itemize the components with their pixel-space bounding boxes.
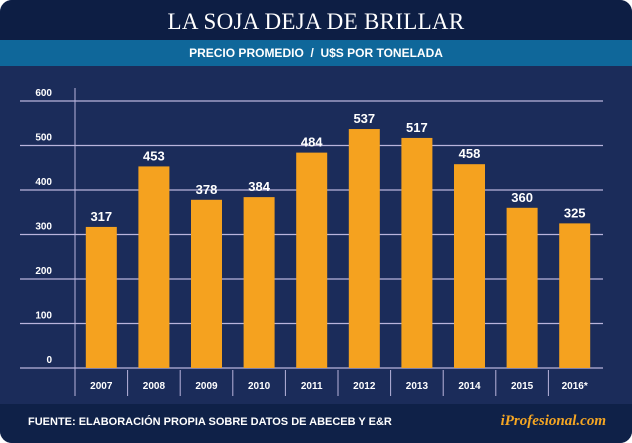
x-tick-label: 2015 — [511, 381, 534, 392]
bar — [296, 152, 328, 368]
bar — [191, 199, 222, 368]
y-tick-label: 600 — [35, 88, 52, 99]
x-tick-label: 2013 — [406, 381, 429, 392]
chart-subtitle: PRECIO PROMEDIO / U$S POR TONELADA — [0, 40, 632, 66]
source-note: FUENTE: ELABORACIÓN PROPIA SOBRE DATOS D… — [28, 416, 392, 428]
x-tick-label: 2016* — [562, 381, 588, 392]
bar — [243, 197, 275, 368]
x-tick-label: 2010 — [248, 381, 271, 392]
y-tick-label: 200 — [35, 266, 52, 277]
data-label: 517 — [406, 120, 428, 135]
x-tick-label: 2012 — [353, 381, 376, 392]
data-label: 325 — [564, 205, 586, 220]
x-tick-label: 2014 — [458, 381, 481, 392]
data-label: 537 — [353, 111, 375, 126]
x-tick-label: 2009 — [195, 381, 218, 392]
footer: FUENTE: ELABORACIÓN PROPIA SOBRE DATOS D… — [0, 404, 632, 443]
x-tick-label: 2011 — [301, 381, 323, 392]
data-label: 484 — [301, 135, 323, 150]
data-label: 378 — [196, 182, 218, 197]
data-label: 458 — [459, 146, 481, 161]
y-tick-label: 400 — [35, 177, 52, 188]
bar — [85, 226, 117, 368]
y-tick-label: 300 — [35, 222, 52, 233]
data-label: 360 — [511, 190, 533, 205]
data-label: 317 — [90, 209, 112, 224]
y-tick-label: 100 — [35, 311, 52, 322]
x-tick-label: 2008 — [143, 381, 166, 392]
data-label: 384 — [248, 179, 270, 194]
bar — [506, 207, 538, 368]
y-tick-label: 500 — [35, 133, 52, 144]
bar — [401, 137, 433, 368]
y-tick-label: 0 — [46, 355, 52, 366]
bar — [138, 166, 170, 368]
x-tick-label: 2007 — [90, 381, 113, 392]
brand-logo: iProfesional.com — [500, 413, 606, 429]
bar — [454, 164, 485, 368]
bar — [559, 223, 591, 368]
data-label: 453 — [143, 148, 165, 163]
bar — [348, 129, 380, 368]
